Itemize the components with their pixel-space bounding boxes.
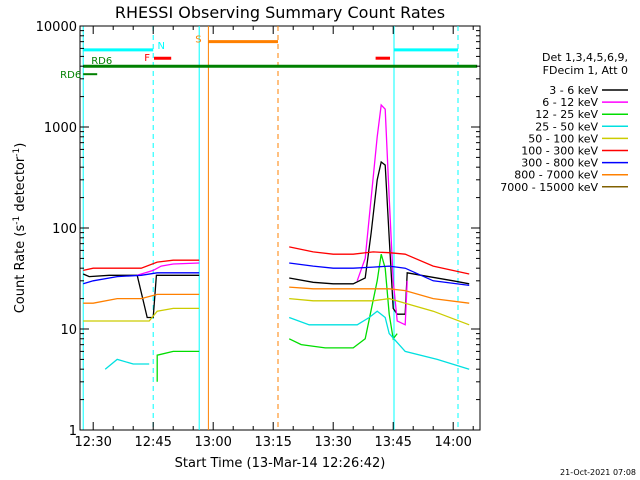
y-axis-label-main: Count Rate (s (13, 225, 28, 314)
footer-date: 21-Oct-2021 07:08 (560, 468, 636, 477)
legend-label-7: 800 - 7000 keV (514, 169, 598, 182)
series-line-1-1 (356, 103, 408, 326)
series-line-6-0 (83, 272, 200, 285)
x-tick-label-1: 12:45 (134, 435, 171, 450)
y-axis-label: Count Rate (s-1 detector-1) (12, 143, 28, 314)
legend-label-0: 3 - 6 keV (549, 84, 598, 97)
series-line-2-0 (156, 350, 200, 382)
x-tick-label-6: 14:00 (434, 435, 471, 450)
series-line-2-1 (288, 254, 398, 349)
y-tick-label-0: 1 (69, 424, 77, 439)
y-axis-label-end: ) (13, 143, 28, 148)
y-tick-label-3: 1000 (44, 121, 77, 136)
series-line-3-0 (104, 358, 150, 370)
y-axis-label-mid: detector (13, 156, 28, 216)
legend-label-3: 25 - 50 keV (535, 120, 598, 133)
legend: Det 1,3,4,5,6,9,FDecim 1, Att 0 3 - 6 keV… (500, 51, 628, 194)
series-line-3-1 (288, 310, 470, 370)
x-tick-label-2: 13:00 (194, 435, 231, 450)
series-line-6-1 (289, 262, 470, 287)
y-tick-label-4: 10000 (36, 20, 77, 35)
x-tick-label-0: 12:30 (74, 435, 111, 450)
y-axis-label-sup2: -1 (12, 148, 22, 157)
legend-header-0: Det 1,3,4,5,6,9, (542, 51, 628, 64)
series-line-7-1 (289, 286, 470, 304)
legend-label-2: 12 - 25 keV (535, 108, 598, 121)
x-tick-label-5: 13:45 (374, 435, 411, 450)
state-bar-label-2: S (195, 35, 201, 46)
legend-header-1: FDecim 1, Att 0 (543, 64, 628, 77)
plot-frame (79, 25, 481, 431)
legend-label-4: 50 - 100 keV (528, 132, 598, 145)
state-bar-label-0: N (157, 41, 164, 52)
series-line-4-0 (83, 307, 200, 322)
y-axis-label-sup1: -1 (12, 216, 22, 225)
chart-title: RHESSI Observing Summary Count Rates (115, 3, 445, 22)
legend-label-8: 7000 - 15000 keV (500, 181, 598, 194)
plot-area: N S F RD6 RD6 (60, 25, 481, 431)
state-bar-label-5: RD6 (91, 56, 112, 67)
series-line-5-1 (289, 246, 470, 275)
legend-label-5: 100 - 300 keV (521, 145, 598, 158)
series-line-5-0 (83, 259, 200, 272)
rd6-marker-label: RD6 (60, 70, 81, 81)
legend-label-1: 6 - 12 keV (542, 96, 598, 109)
y-tick-label-2: 100 (52, 222, 77, 237)
series-line-1-0 (137, 262, 200, 276)
legend-label-6: 300 - 800 keV (521, 157, 598, 170)
series-line-0-0 (82, 273, 200, 319)
y-tick-label-1: 10 (60, 323, 77, 338)
y-axis: 1 10 100 1000 10000 (36, 20, 480, 439)
series-line-4-1 (289, 297, 470, 326)
x-axis-label: Start Time (13-Mar-14 12:26:42) (175, 456, 386, 471)
x-tick-label-4: 13:30 (314, 435, 351, 450)
x-tick-label-3: 13:15 (254, 435, 291, 450)
state-bar-label-3: F (144, 53, 150, 64)
x-axis: 12:30 12:45 13:00 13:15 13:30 13:45 14:00 (74, 26, 474, 450)
series-line-0-1 (289, 160, 470, 315)
series-line-7-0 (83, 293, 200, 304)
